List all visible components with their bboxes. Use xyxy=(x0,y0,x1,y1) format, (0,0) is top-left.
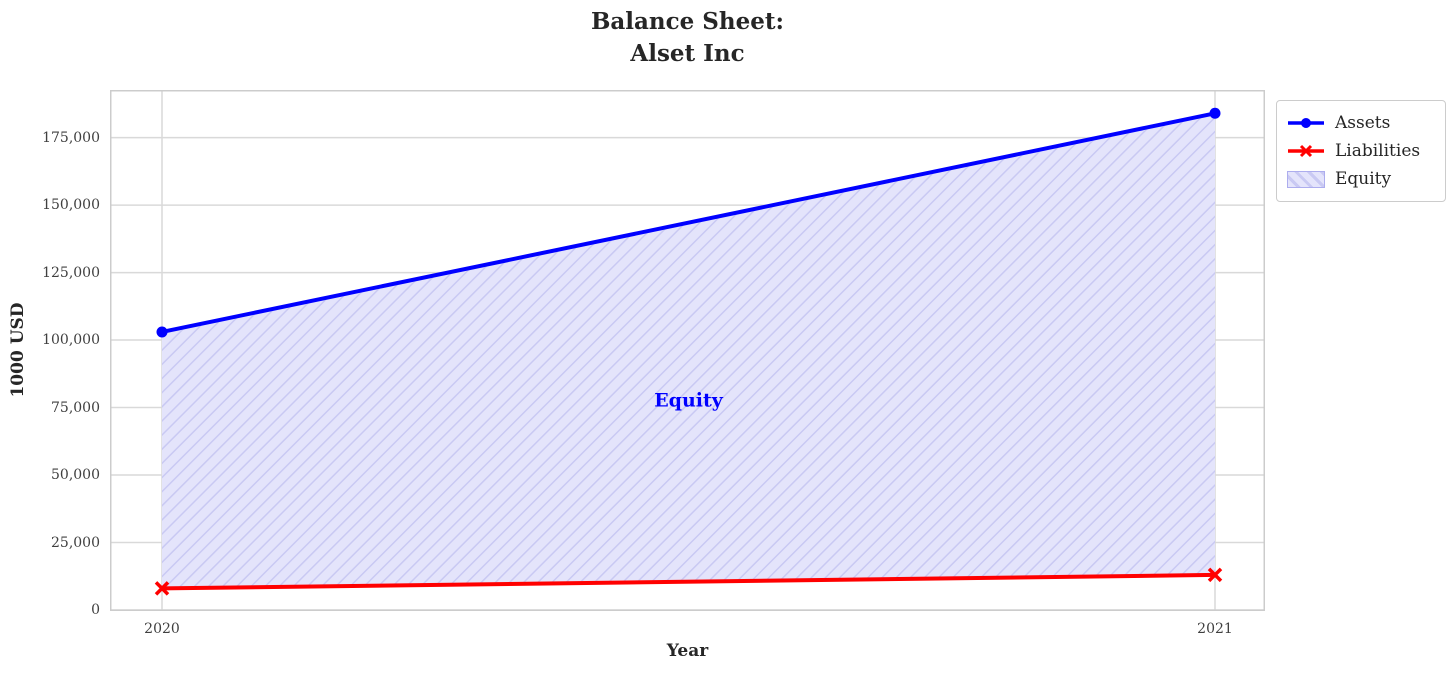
legend-label: Assets xyxy=(1335,113,1391,133)
chart-title: Balance Sheet: Alset Inc xyxy=(590,8,785,68)
legend-label: Equity xyxy=(1335,169,1392,189)
liabilities-marker xyxy=(154,581,170,596)
legend-item-assets: Assets xyxy=(1287,109,1435,137)
legend-item-equity: Equity xyxy=(1287,165,1435,193)
plot-border xyxy=(110,90,1265,611)
plot-area: Equity xyxy=(110,90,1265,611)
y-tick-label: 0 xyxy=(91,602,100,618)
x-tick-label: 2021 xyxy=(1197,621,1233,637)
liabilities-line xyxy=(161,572,1216,591)
legend-swatch-x xyxy=(1288,144,1324,158)
assets-marker xyxy=(1209,107,1221,119)
y-tick-label: 150,000 xyxy=(42,197,100,214)
y-tick-label: 125,000 xyxy=(42,264,100,281)
y-tick-label: 25,000 xyxy=(51,534,100,551)
y-axis-label: 1000 USD xyxy=(8,302,28,398)
legend-label: Liabilities xyxy=(1335,141,1421,161)
legend-swatch-circle xyxy=(1288,118,1324,128)
x-tick-label: 2020 xyxy=(144,621,180,637)
legend-swatch-hatch xyxy=(1287,170,1325,188)
y-tick-label: 50,000 xyxy=(51,467,100,484)
y-tick-label: 175,000 xyxy=(42,129,100,146)
assets-line xyxy=(161,111,1216,334)
y-tick-label: 75,000 xyxy=(51,399,100,416)
x-axis-label: Year xyxy=(666,641,709,661)
liabilities-marker xyxy=(1207,567,1223,583)
y-tick-label: 100,000 xyxy=(42,332,100,349)
legend: Assets Liabilities Equity xyxy=(1276,100,1446,202)
equity-area xyxy=(162,113,1215,589)
legend-item-liabilities: Liabilities xyxy=(1287,137,1435,165)
assets-marker xyxy=(156,326,168,338)
equity-annotation: Equity xyxy=(654,389,724,411)
